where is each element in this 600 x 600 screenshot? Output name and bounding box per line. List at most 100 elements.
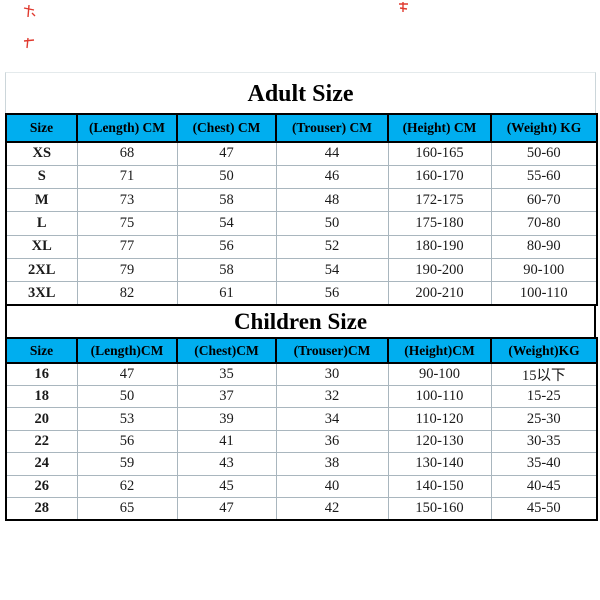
value-cell: 90-100 [387, 362, 492, 387]
value-cell: 73 [76, 188, 178, 213]
column-header-length: (Length) CM [76, 113, 178, 143]
value-cell: 43 [176, 452, 277, 476]
adult-size-title: Adult Size [5, 72, 596, 113]
value-cell: 15-25 [490, 385, 598, 409]
size-cell: 24 [5, 452, 78, 476]
value-cell: 172-175 [387, 188, 492, 213]
table-row: 26 62 45 40 140-150 40-45 [5, 474, 598, 499]
header-row: Size (Length) CM (Chest) CM (Trouser) CM… [5, 113, 598, 143]
value-cell: 200-210 [387, 281, 492, 306]
size-cell: L [5, 211, 78, 236]
value-cell: 39 [176, 407, 277, 431]
value-cell: 47 [76, 362, 178, 387]
table-row: S 71 50 46 160-170 55-60 [5, 164, 598, 190]
value-cell: 79 [76, 257, 178, 283]
table-row: 28 65 47 42 150-160 45-50 [5, 497, 598, 521]
value-cell: 41 [176, 429, 277, 454]
value-cell: 25-30 [490, 407, 598, 431]
column-header-height: (Height) CM [387, 113, 492, 143]
value-cell: 58 [176, 257, 277, 283]
value-cell: 160-165 [387, 141, 492, 166]
value-cell: 180-190 [387, 234, 492, 259]
size-cell: 26 [5, 474, 78, 499]
value-cell: 175-180 [387, 211, 492, 236]
table-row: 22 56 41 36 120-130 30-35 [5, 429, 598, 454]
children-size-table: Size (Length)CM (Chest)CM (Trouser)CM (H… [5, 337, 598, 521]
value-cell: 56 [176, 234, 277, 259]
value-cell: 50 [176, 164, 277, 190]
size-cell: S [5, 164, 78, 190]
value-cell: 32 [275, 385, 389, 409]
value-cell: 70-80 [490, 211, 598, 236]
size-cell: 2XL [5, 257, 78, 283]
column-header-weight: (Weight) KG [490, 113, 598, 143]
size-cell: 22 [5, 429, 78, 454]
red-mark [22, 4, 38, 20]
value-cell: 38 [275, 452, 389, 476]
value-cell: 190-200 [387, 257, 492, 283]
value-cell: 77 [76, 234, 178, 259]
value-cell: 30-35 [490, 429, 598, 454]
value-cell: 40 [275, 474, 389, 499]
value-cell: 58 [176, 188, 277, 213]
table-row: 18 50 37 32 100-110 15-25 [5, 385, 598, 409]
value-cell: 40-45 [490, 474, 598, 499]
value-cell: 50 [76, 385, 178, 409]
value-cell: 100-110 [387, 385, 492, 409]
value-cell: 150-160 [387, 497, 492, 521]
value-cell: 62 [76, 474, 178, 499]
column-header-length: (Length)CM [76, 337, 178, 365]
table-row: 3XL 82 61 56 200-210 100-110 [5, 281, 598, 306]
table-row: 2XL 79 58 54 190-200 90-100 [5, 257, 598, 283]
value-cell: 34 [275, 407, 389, 431]
value-cell: 55-60 [490, 164, 598, 190]
size-cell: 18 [5, 385, 78, 409]
table-row: M 73 58 48 172-175 60-70 [5, 188, 598, 213]
red-mark [396, 1, 412, 17]
value-cell: 56 [275, 281, 389, 306]
value-cell: 45 [176, 474, 277, 499]
value-cell: 50 [275, 211, 389, 236]
children-size-title: Children Size [5, 306, 596, 338]
value-cell: 160-170 [387, 164, 492, 190]
column-header-height: (Height)CM [387, 337, 492, 365]
value-cell: 48 [275, 188, 389, 213]
value-cell: 61 [176, 281, 277, 306]
column-header-trouser: (Trouser)CM [275, 337, 389, 365]
column-header-chest: (Chest) CM [176, 113, 277, 143]
value-cell: 53 [76, 407, 178, 431]
size-chart: Adult Size Size (Length) CM (Chest) CM (… [5, 72, 598, 521]
value-cell: 100-110 [490, 281, 598, 306]
table-row: XS 68 47 44 160-165 50-60 [5, 141, 598, 166]
table-row: L 75 54 50 175-180 70-80 [5, 211, 598, 236]
value-cell: 60-70 [490, 188, 598, 213]
size-cell: 16 [5, 362, 78, 387]
column-header-size: Size [5, 113, 78, 143]
value-cell: 56 [76, 429, 178, 454]
value-cell: 46 [275, 164, 389, 190]
table-row: XL 77 56 52 180-190 80-90 [5, 234, 598, 259]
value-cell: 47 [176, 141, 277, 166]
value-cell: 35-40 [490, 452, 598, 476]
size-cell: 20 [5, 407, 78, 431]
value-cell: 140-150 [387, 474, 492, 499]
size-cell: XL [5, 234, 78, 259]
value-cell: 68 [76, 141, 178, 166]
value-cell: 90-100 [490, 257, 598, 283]
value-cell: 30 [275, 362, 389, 387]
value-cell: 71 [76, 164, 178, 190]
value-cell: 110-120 [387, 407, 492, 431]
value-cell: 52 [275, 234, 389, 259]
size-cell: 28 [5, 497, 78, 521]
value-cell: 44 [275, 141, 389, 166]
value-cell: 35 [176, 362, 277, 387]
table-row: 24 59 43 38 130-140 35-40 [5, 452, 598, 476]
value-cell: 130-140 [387, 452, 492, 476]
size-cell: M [5, 188, 78, 213]
value-cell: 120-130 [387, 429, 492, 454]
value-cell: 54 [275, 257, 389, 283]
value-cell: 47 [176, 497, 277, 521]
column-header-weight: (Weight)KG [490, 337, 598, 365]
table-row: 20 53 39 34 110-120 25-30 [5, 407, 598, 431]
value-cell: 59 [76, 452, 178, 476]
